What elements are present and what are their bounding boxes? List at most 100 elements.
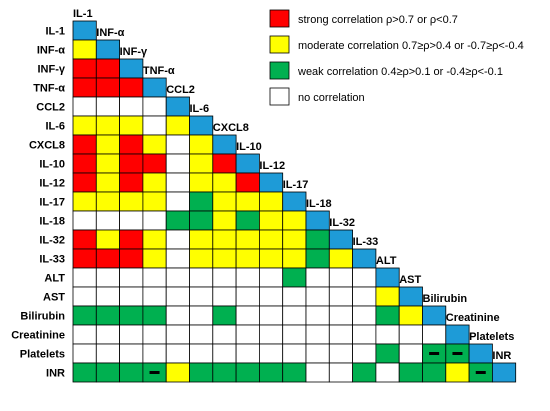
cell-il-17-il-1 [72,191,97,212]
cell-bilirubin-inf [119,305,144,326]
cell-bilirubin-il-33 [352,305,377,326]
cell-creatinine-il-33 [352,324,377,345]
cell-alt-il-18 [305,267,330,288]
cell-alt-il-6 [189,267,214,288]
column-label-bilirubin: Bilirubin [423,293,468,305]
cell-alt-il-33 [352,267,377,288]
row-label-il-12: IL-12 [39,178,65,190]
diagonal-cell-bilirubin [422,305,447,326]
cell-inr-inf [119,362,144,383]
cell-il-32-il-6 [189,229,214,250]
cell-il-18-il-12 [258,210,284,231]
diagonal-cell-il-6 [189,115,214,136]
row-label-il-33: IL-33 [39,254,65,266]
column-label-il-1: IL-1 [73,8,93,20]
cell-inf-il-1 [72,39,97,60]
cell-il-32-cxcl8 [212,229,237,250]
cell-platelets-il-6 [189,343,214,364]
diagonal-cell-il-10 [235,153,260,174]
diagonal-cell-il-1 [72,20,97,41]
row-label-il-17: IL-17 [39,197,65,209]
cell-ast-il-12 [258,286,284,307]
cell-platelets-alt [375,343,400,364]
cell-tnf-il-1 [72,77,97,98]
cell-cxcl8-il-6 [189,134,214,155]
cell-inr-il-6 [189,362,214,383]
diagonal-cell-il-12 [258,172,284,193]
cell-platelets-il-18 [305,343,330,364]
cell-creatinine-bilirubin [422,324,447,345]
legend-swatch-3 [269,61,290,80]
negative-marker-platelets-bilirubin [429,352,440,355]
cell-il-10-inf [95,153,121,174]
cell-il-12-il-1 [72,172,97,193]
cell-il-33-ccl2 [165,248,190,269]
cell-il-32-il-12 [258,229,284,250]
column-label-inf: INF-α [96,27,124,39]
cell-il-18-ccl2 [165,210,190,231]
cell-bilirubin-il-32 [328,305,353,326]
cell-il-32-inf [95,229,121,250]
cell-ccl2-il-1 [72,96,97,117]
cell-bilirubin-ccl2 [165,305,190,326]
cell-il-18-cxcl8 [212,210,237,231]
cell-tnf-inf [95,77,121,98]
cell-il-10-inf [119,153,144,174]
column-label-il-10: IL-10 [236,141,262,153]
row-label-il-18: IL-18 [39,216,65,228]
cell-alt-il-32 [328,267,353,288]
cell-ccl2-tnf [142,96,167,117]
cell-bilirubin-il-18 [305,305,330,326]
cell-platelets-il-12 [258,343,284,364]
cell-bilirubin-tnf [142,305,167,326]
cell-ast-il-17 [282,286,307,307]
legend-swatch-1 [269,9,290,28]
cell-cxcl8-inf [95,134,121,155]
cell-creatinine-il-17 [282,324,307,345]
cell-il-6-inf [95,115,121,136]
cell-platelets-inf [119,343,144,364]
negative-marker-platelets-creatinine [452,352,463,355]
row-label-ccl2: CCL2 [36,102,65,114]
cell-il-10-il-6 [189,153,214,174]
cell-il-33-il-12 [258,248,284,269]
cell-il-17-inf [119,191,144,212]
cell-creatinine-cxcl8 [212,324,237,345]
cell-creatinine-tnf [142,324,167,345]
cell-il-10-cxcl8 [212,153,237,174]
column-label-il-33: IL-33 [353,236,379,248]
row-label-cxcl8: CXCL8 [29,140,65,152]
diagonal-cell-cxcl8 [212,134,237,155]
row-label-platelets: Platelets [20,349,65,361]
row-label-il-6: IL-6 [45,121,65,133]
cell-il-32-il-10 [235,229,260,250]
cell-ast-il-1 [72,286,97,307]
diagonal-cell-creatinine [445,324,470,345]
cell-ast-il-18 [305,286,330,307]
cell-il-17-ccl2 [165,191,190,212]
row-label-alt: ALT [44,273,65,285]
cell-il-17-cxcl8 [212,191,237,212]
cell-inr-ccl2 [165,362,190,383]
legend-swatch-2 [269,35,290,54]
cell-il-10-il-1 [72,153,97,174]
diagonal-cell-ast [398,286,423,307]
cell-il-17-il-10 [235,191,260,212]
row-label-inf: INF-α [37,45,65,57]
cell-platelets-il-10 [235,343,260,364]
cell-ast-cxcl8 [212,286,237,307]
cell-ast-il-6 [189,286,214,307]
cell-alt-cxcl8 [212,267,237,288]
cell-il-12-cxcl8 [212,172,237,193]
diagonal-cell-il-33 [352,248,377,269]
cell-creatinine-ast [398,324,423,345]
heatmap-cells [72,20,517,383]
diagonal-cell-inf [95,39,121,60]
cell-il-6-ccl2 [165,115,190,136]
cell-il-6-il-1 [72,115,97,136]
cell-ast-il-10 [235,286,260,307]
column-label-ccl2: CCL2 [166,84,195,96]
cell-inr-il-33 [352,362,377,383]
cell-ccl2-inf [95,96,121,117]
